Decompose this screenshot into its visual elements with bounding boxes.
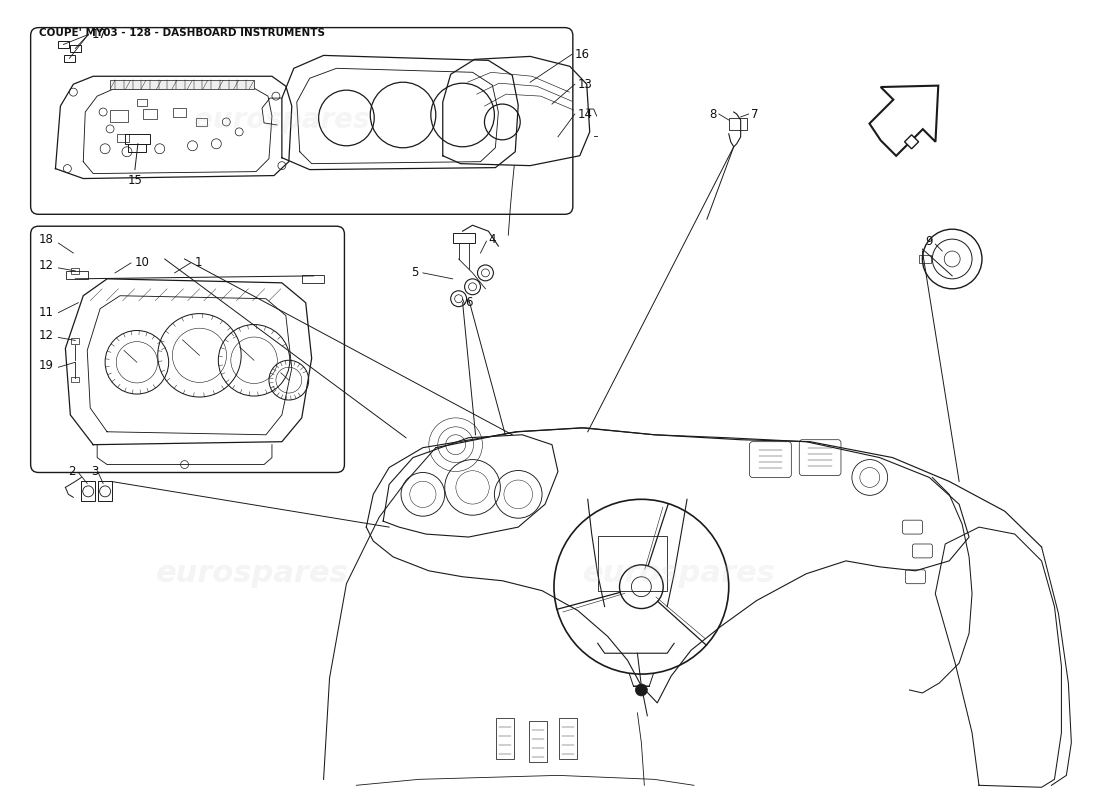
Text: 3: 3	[91, 465, 99, 478]
Text: 7: 7	[750, 107, 758, 121]
Bar	[496, 718, 514, 759]
Bar	[98, 482, 112, 502]
Text: 9: 9	[925, 234, 933, 248]
Bar	[920, 255, 932, 263]
Bar	[58, 41, 69, 48]
Bar	[70, 45, 80, 52]
Bar	[72, 338, 79, 344]
Bar	[117, 134, 129, 142]
Text: 18: 18	[39, 233, 54, 246]
Text: 16: 16	[575, 48, 590, 61]
Text: COUPE' MY03 - 128 - DASHBOARD INSTRUMENTS: COUPE' MY03 - 128 - DASHBOARD INSTRUMENT…	[39, 28, 324, 38]
Text: 15: 15	[128, 174, 142, 186]
Bar	[559, 718, 576, 759]
Bar	[728, 118, 747, 130]
FancyBboxPatch shape	[31, 28, 573, 214]
Bar	[529, 721, 547, 762]
Bar	[143, 109, 157, 119]
Text: 13: 13	[578, 78, 593, 90]
Bar	[453, 233, 474, 243]
Text: eurospares: eurospares	[156, 559, 349, 588]
Bar	[110, 80, 254, 89]
Circle shape	[636, 684, 647, 696]
Bar	[64, 55, 75, 62]
Bar	[136, 99, 146, 106]
Text: eurospares: eurospares	[194, 106, 370, 134]
Text: 11: 11	[39, 306, 54, 319]
Text: 12: 12	[39, 329, 54, 342]
Bar	[128, 144, 146, 152]
Bar	[81, 482, 96, 502]
Bar	[72, 377, 79, 382]
Bar	[197, 118, 208, 126]
Text: 19: 19	[39, 358, 54, 372]
Polygon shape	[869, 86, 938, 156]
Text: 5: 5	[411, 266, 419, 279]
Bar	[110, 110, 128, 122]
Text: 2: 2	[68, 465, 75, 478]
Text: 6: 6	[465, 296, 473, 309]
Text: 14: 14	[578, 107, 593, 121]
Bar	[173, 108, 186, 117]
Bar	[66, 271, 88, 279]
Text: 12: 12	[39, 259, 54, 273]
Bar	[125, 134, 150, 144]
Bar	[301, 275, 323, 283]
Bar	[72, 268, 79, 274]
Polygon shape	[904, 134, 918, 149]
Text: 10: 10	[135, 257, 150, 270]
Text: 4: 4	[488, 233, 496, 246]
Text: 17: 17	[91, 28, 107, 41]
Bar	[597, 536, 668, 590]
Text: eurospares: eurospares	[583, 559, 775, 588]
FancyBboxPatch shape	[31, 226, 344, 473]
Text: 8: 8	[710, 107, 717, 121]
Text: 1: 1	[195, 257, 202, 270]
